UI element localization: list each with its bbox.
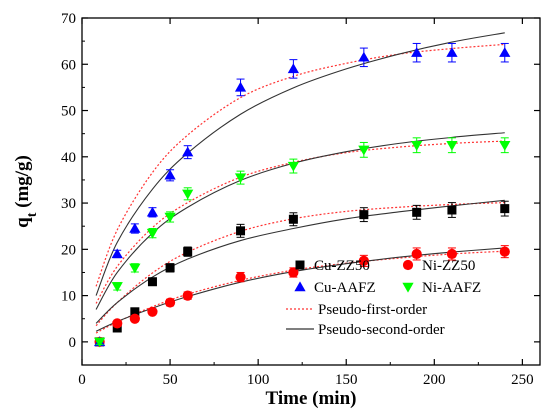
point-ni-zz50 — [112, 318, 123, 329]
legend-label-cu-zz50: Cu-ZZ50 — [314, 258, 370, 274]
point-cu-zz50 — [412, 207, 422, 217]
legend-label-pseudo-first-order: Pseudo-first-order — [318, 302, 427, 318]
point-ni-aafz — [93, 337, 106, 348]
y-tick-label: 0 — [69, 335, 77, 351]
x-tick-label: 0 — [78, 372, 86, 388]
point-cu-zz50 — [236, 226, 246, 236]
point-ni-zz50 — [499, 246, 510, 257]
point-cu-zz50 — [500, 204, 510, 214]
legend-label-cu-aafz: Cu-AAFZ — [314, 280, 376, 296]
point-cu-aafz — [182, 146, 194, 157]
y-tick-label: 70 — [61, 11, 76, 27]
point-ni-aafz — [411, 141, 423, 151]
legend: Cu-ZZ50 Ni-ZZ50 Cu-AAFZ Ni-AAFZ Pseudo-first… — [286, 258, 481, 338]
y-tick-label: 40 — [61, 150, 76, 166]
point-ni-aafz — [182, 189, 194, 200]
point-cu-aafz — [146, 206, 159, 217]
point-ni-zz50 — [164, 297, 176, 308]
point-cu-zz50 — [288, 214, 298, 224]
plot-area — [81, 17, 541, 366]
y-tick-label: 10 — [61, 289, 76, 305]
x-tick-label: 250 — [511, 372, 534, 388]
point-ni-aafz — [129, 263, 141, 274]
x-tick-label: 50 — [163, 372, 178, 388]
point-cu-zz50 — [147, 277, 157, 287]
point-ni-aafz — [287, 161, 300, 172]
point-cu-zz50 — [165, 263, 175, 273]
x-axis: 0 50 100 150 200 250 — [78, 18, 534, 388]
point-cu-zz50 — [359, 210, 369, 220]
point-cu-zz50 — [183, 247, 193, 257]
point-cu-zz50 — [447, 205, 457, 215]
point-cu-aafz — [358, 51, 370, 62]
fit-curve-pseudo-first-order-2 — [95, 43, 505, 287]
point-cu-aafz — [234, 81, 247, 92]
y-axis-title-unit: (mg/g) — [12, 155, 33, 213]
point-cu-zz50 — [130, 307, 140, 317]
point-cu-aafz — [411, 47, 423, 57]
point-ni-aafz — [164, 212, 176, 223]
y-axis: 0 10 20 30 40 50 60 70 — [61, 11, 540, 351]
point-ni-aafz — [358, 145, 370, 156]
fit-curve-pseudo-first-order-1 — [95, 250, 505, 334]
fit-curve-pseudo-second-order-2 — [95, 32, 505, 296]
legend-marker-ni-aafz — [402, 282, 414, 293]
legend-marker-ni-zz50 — [402, 259, 414, 271]
point-ni-zz50 — [358, 255, 369, 266]
y-axis-title-main: q — [12, 217, 33, 228]
fit-curve-pseudo-second-order-0 — [95, 199, 505, 324]
x-tick-label: 150 — [335, 372, 358, 388]
point-ni-zz50 — [235, 271, 246, 283]
legend-marker-cu-zz50 — [295, 260, 305, 270]
y-axis-title: qt (mg/g) — [12, 155, 40, 228]
plot-frame — [81, 17, 541, 366]
point-cu-aafz — [499, 47, 511, 57]
point-ni-zz50 — [288, 267, 299, 278]
legend-label-pseudo-second-order: Pseudo-second-order — [318, 322, 445, 338]
y-tick-label: 30 — [61, 196, 76, 212]
point-ni-zz50 — [411, 248, 422, 260]
point-ni-aafz — [499, 141, 511, 151]
x-tick-label: 200 — [423, 372, 446, 388]
fit-curve-pseudo-first-order-0 — [95, 202, 505, 327]
y-tick-label: 50 — [61, 104, 76, 120]
y-tick-label: 20 — [61, 242, 76, 258]
point-cu-aafz — [446, 47, 458, 57]
point-ni-aafz — [111, 282, 123, 292]
point-ni-aafz — [146, 228, 159, 239]
point-cu-aafz — [129, 222, 141, 233]
legend-marker-cu-aafz — [294, 281, 306, 292]
point-ni-zz50 — [147, 306, 158, 317]
point-cu-aafz — [164, 169, 176, 180]
fit-curve-pseudo-second-order-3 — [95, 132, 505, 310]
x-axis-title: Time (min) — [266, 388, 357, 409]
point-cu-aafz — [111, 248, 123, 259]
legend-label-ni-aafz: Ni-AAFZ — [422, 280, 481, 296]
point-ni-zz50 — [129, 313, 140, 324]
point-cu-aafz — [287, 63, 300, 74]
legend-label-ni-zz50: Ni-ZZ50 — [422, 258, 475, 274]
point-ni-zz50 — [446, 248, 458, 260]
x-tick-label: 100 — [247, 372, 270, 388]
fit-curve-pseudo-first-order-3 — [95, 140, 505, 304]
y-axis-title-sub: t — [25, 212, 40, 217]
point-ni-zz50 — [182, 290, 193, 301]
y-tick-label: 60 — [61, 57, 76, 73]
point-ni-aafz — [234, 173, 247, 184]
point-ni-aafz — [446, 141, 458, 151]
